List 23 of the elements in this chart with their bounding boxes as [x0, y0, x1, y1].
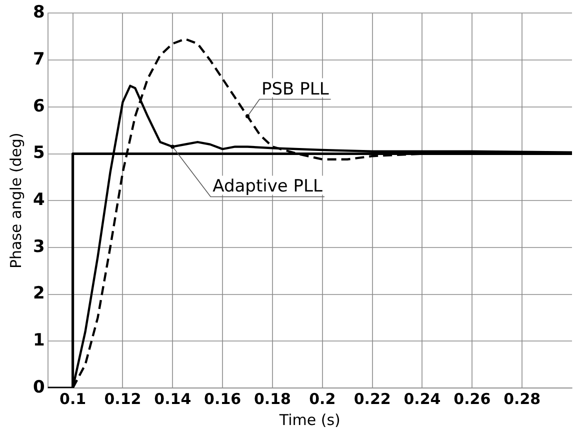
- x-tick-label: 0.22: [354, 390, 391, 408]
- x-tick-label: 0.14: [154, 390, 192, 408]
- x-tick-label: 0.28: [504, 390, 541, 408]
- y-axis-title: Phase angle (deg): [6, 132, 25, 269]
- x-tick-label: 0.26: [454, 390, 491, 408]
- y-tick-label: 3: [32, 236, 45, 257]
- x-tick-label: 0.16: [204, 390, 242, 408]
- y-tick-label: 0: [32, 377, 45, 398]
- x-tick-label: 0.1: [60, 390, 86, 408]
- y-tick-label: 2: [32, 284, 45, 304]
- series-label: PSB PLL: [262, 79, 330, 100]
- y-tick-label: 5: [32, 143, 45, 164]
- x-tick-label: 0.18: [254, 390, 291, 408]
- y-tick-label: 4: [32, 190, 45, 210]
- y-tick-label: 7: [32, 49, 45, 70]
- x-tick-label: 0.24: [404, 390, 441, 408]
- y-tick-label: 8: [32, 2, 45, 23]
- x-tick-label: 0.2: [309, 390, 336, 408]
- x-axis-title: Time (s): [278, 410, 340, 429]
- x-tick-label: 0.12: [104, 390, 142, 408]
- series-label: Adaptive PLL: [212, 176, 323, 197]
- y-tick-label: 1: [32, 330, 45, 351]
- y-tick-label: 6: [32, 96, 45, 116]
